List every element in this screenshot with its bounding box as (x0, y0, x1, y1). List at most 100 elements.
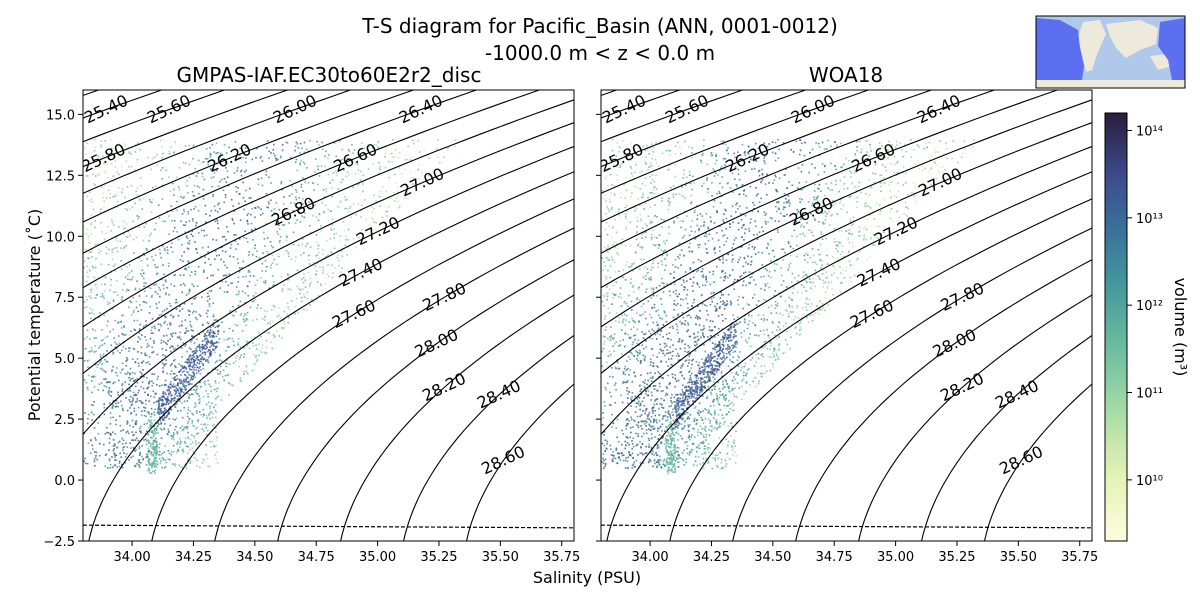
density-contour-label: 28.20 (937, 369, 987, 406)
model-ts-panel: 25.20 25.40 25.6025.8026.0026.2026.4026.60… (43, 89, 580, 565)
x-axis-ticks: 34.00 34.25 34.50 34.75 35.00 35.25 35.50 35.75 (113, 541, 580, 565)
density-contour-line (601, 90, 932, 223)
density-contour-line (83, 99, 574, 328)
x-tick-label: 34.00 (113, 550, 150, 565)
y-axis-label: Potential temperature (˚C) (25, 209, 44, 422)
density-contour-label: 27.80 (419, 278, 469, 315)
colorbar-tick-label: 10¹⁴ (1136, 124, 1163, 139)
y-tick-label: 15.0 (46, 108, 75, 123)
density-contour-label: 26.80 (268, 193, 318, 230)
density-contour-label: 28.60 (478, 442, 528, 479)
colorbar-tick-label: 10¹² (1136, 299, 1163, 314)
density-contour-labels: 25.20 25.40 25.60 25.80 26.00 26.20 26.40 26.60… (597, 91, 1046, 479)
colorbar-tick-label: 10¹³ (1136, 212, 1163, 227)
density-contour-line (151, 198, 574, 541)
density-contour-label: 28.40 (474, 376, 524, 413)
x-tick-label: 34.75 (816, 550, 853, 565)
density-contour-line (601, 122, 1092, 375)
density-contour-label: 26.40 (396, 91, 446, 128)
density-contours (83, 90, 574, 541)
density-contour-line (601, 99, 1092, 328)
density-contour-label: 26.80 (786, 193, 836, 230)
density-contour-line (983, 383, 1092, 541)
density-contour-line (83, 90, 540, 289)
y-tick-label: 10.0 (46, 230, 75, 245)
volume-point-cloud (83, 138, 457, 475)
density-contour-label: 27.80 (937, 278, 987, 315)
density-contour-label: 26.60 (849, 140, 899, 177)
colorbar-label: volume (m³) (1171, 278, 1190, 377)
density-contour-label: 25.60 (144, 91, 194, 128)
density-contours (601, 90, 1092, 541)
density-contour-line (83, 90, 288, 168)
density-contour-line (601, 90, 995, 254)
plot-area: 25.20 25.40 25.6025.8026.0026.2026.4026.60… (79, 90, 574, 541)
density-contour-line (83, 90, 351, 194)
density-contour-label: 25.40 (599, 91, 649, 128)
x-axis-ticks: 34.00 34.25 34.50 34.75 35.00 35.25 35.50 35.75 (631, 541, 1098, 565)
density-contour-line (601, 90, 806, 168)
x-tick-label: 35.00 (359, 550, 396, 565)
y-axis-ticks: −2.5 0.0 2.5 5.0 7.5 10.0 12.5 15.0 (43, 108, 83, 550)
x-tick-label: 34.00 (631, 550, 668, 565)
x-tick-label: 35.25 (420, 550, 457, 565)
density-contour-line (858, 294, 1092, 541)
axes-frame (600, 89, 1093, 542)
density-contour-line (921, 334, 1092, 541)
y-tick-label: 2.5 (54, 413, 75, 428)
axes-frame (82, 89, 575, 542)
freezing-point-line (83, 524, 574, 529)
figure-subtitle: -1000.0 m < z < 0.0 m (485, 41, 715, 65)
colorbar-ticks: 10¹⁰ 10¹¹ 10¹² 10¹³ 10¹⁴ (1127, 124, 1163, 489)
density-contour-label: 27.60 (847, 296, 897, 333)
colorbar-tick-label: 10¹¹ (1136, 387, 1163, 402)
x-axis-label: Salinity (PSU) (533, 568, 641, 587)
density-contour-label: 27.20 (353, 213, 403, 250)
figure-title: T-S diagram for Pacific_Basin (ANN, 0001… (361, 14, 838, 38)
right-panel-title: WOA18 (809, 63, 883, 87)
density-contour-line (214, 227, 574, 541)
density-contour-label: 27.40 (854, 254, 904, 291)
x-tick-label: 35.50 (482, 550, 519, 565)
density-contour-line (601, 90, 869, 194)
x-tick-label: 34.75 (298, 550, 335, 565)
density-contour-line (601, 90, 1058, 289)
left-panel-title: GMPAS-IAF.EC30to60E2r2_disc (177, 63, 482, 87)
density-contour-line (465, 383, 574, 541)
colorbar-gradient (1104, 112, 1128, 542)
density-contour-line (606, 171, 1092, 541)
volume-point-cloud (601, 138, 975, 475)
density-contour-label: 26.60 (331, 140, 381, 177)
y-axis-ticks (596, 113, 601, 542)
y-tick-label: 7.5 (54, 291, 75, 306)
density-contour-label: 28.00 (412, 325, 462, 362)
obs-ts-panel: 25.20 25.40 25.60 25.80 26.00 26.20 26.40 26.60… (596, 89, 1098, 565)
density-contour-line (601, 145, 1092, 436)
density-contour-label: 26.00 (788, 91, 838, 128)
x-tick-label: 35.25 (938, 550, 975, 565)
density-contour-label: 25.80 (79, 140, 129, 177)
density-contour-label: 27.20 (871, 213, 921, 250)
density-contour-label: 25.40 (81, 91, 131, 128)
y-tick-label: 5.0 (54, 352, 75, 367)
density-contour-label: 28.40 (992, 376, 1042, 413)
x-tick-label: 35.50 (1000, 550, 1037, 565)
density-contour-line (88, 171, 574, 541)
density-contour-label: 27.60 (329, 296, 379, 333)
density-contour-line (403, 334, 574, 541)
x-tick-label: 34.25 (693, 550, 730, 565)
density-contour-label: 25.80 (597, 140, 647, 177)
density-contour-line (83, 145, 574, 436)
density-contour-label: 27.40 (336, 254, 386, 291)
density-contour-label: 26.40 (914, 91, 964, 128)
colorbar-tick-label: 10¹⁰ (1136, 474, 1163, 489)
x-tick-label: 35.75 (1061, 550, 1098, 565)
density-contour-label: 28.60 (996, 442, 1046, 479)
x-tick-label: 34.50 (754, 550, 791, 565)
density-contour-line (83, 122, 574, 375)
density-contour-label: 28.20 (419, 369, 469, 406)
density-contour-line (277, 259, 574, 541)
density-contour-line (669, 198, 1092, 541)
density-contour-line (83, 90, 477, 254)
